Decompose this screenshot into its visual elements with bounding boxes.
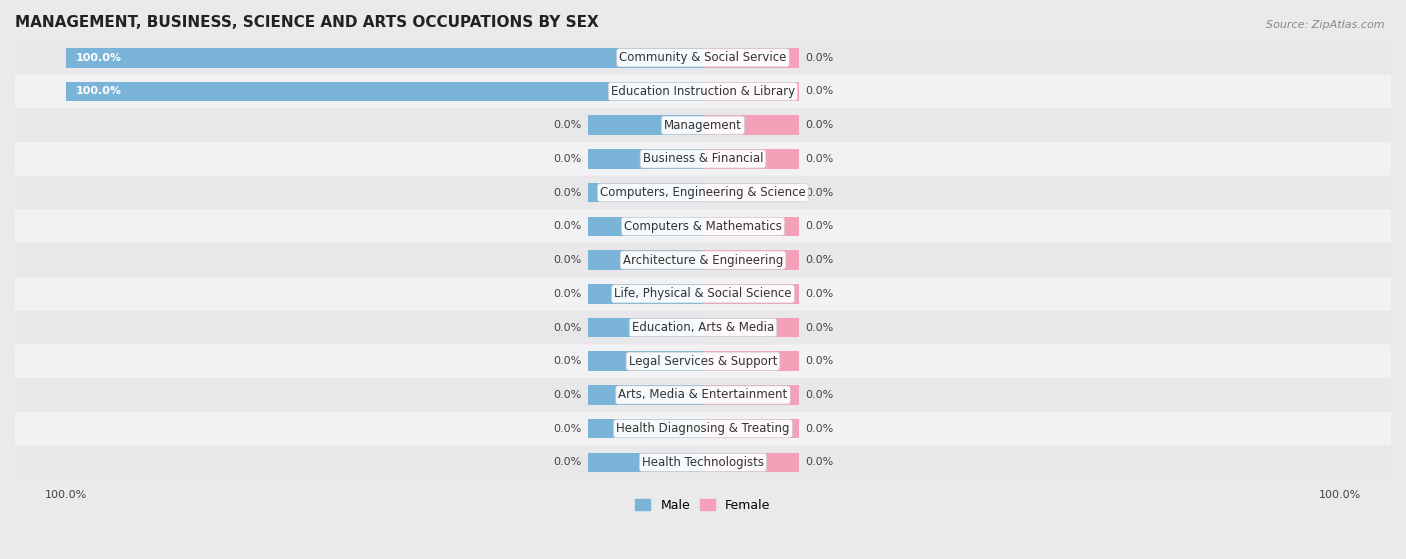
- FancyBboxPatch shape: [3, 344, 1403, 378]
- Text: Management: Management: [664, 119, 742, 132]
- Bar: [703, 318, 799, 337]
- Text: 0.0%: 0.0%: [554, 154, 582, 164]
- FancyBboxPatch shape: [3, 142, 1403, 176]
- Bar: [588, 183, 703, 202]
- FancyBboxPatch shape: [3, 74, 1403, 108]
- Text: Business & Financial: Business & Financial: [643, 153, 763, 165]
- FancyBboxPatch shape: [3, 108, 1403, 142]
- Text: 100.0%: 100.0%: [76, 87, 121, 97]
- FancyBboxPatch shape: [3, 446, 1403, 479]
- Bar: [588, 453, 703, 472]
- Text: 0.0%: 0.0%: [554, 255, 582, 265]
- Bar: [703, 48, 799, 68]
- Text: 0.0%: 0.0%: [554, 356, 582, 366]
- Text: MANAGEMENT, BUSINESS, SCIENCE AND ARTS OCCUPATIONS BY SEX: MANAGEMENT, BUSINESS, SCIENCE AND ARTS O…: [15, 15, 599, 30]
- Bar: [588, 318, 703, 337]
- Text: 0.0%: 0.0%: [554, 221, 582, 231]
- FancyBboxPatch shape: [3, 243, 1403, 277]
- Text: Life, Physical & Social Science: Life, Physical & Social Science: [614, 287, 792, 300]
- Text: 0.0%: 0.0%: [804, 289, 834, 299]
- Text: Arts, Media & Entertainment: Arts, Media & Entertainment: [619, 389, 787, 401]
- Text: 0.0%: 0.0%: [804, 323, 834, 333]
- Bar: [588, 419, 703, 438]
- Text: Health Technologists: Health Technologists: [643, 456, 763, 469]
- Text: Community & Social Service: Community & Social Service: [619, 51, 787, 64]
- Bar: [703, 352, 799, 371]
- Bar: [703, 453, 799, 472]
- Text: 0.0%: 0.0%: [804, 390, 834, 400]
- Bar: [703, 183, 799, 202]
- Text: 0.0%: 0.0%: [804, 188, 834, 198]
- Text: Computers & Mathematics: Computers & Mathematics: [624, 220, 782, 233]
- Text: 0.0%: 0.0%: [554, 323, 582, 333]
- Bar: [703, 82, 799, 101]
- FancyBboxPatch shape: [3, 41, 1403, 74]
- FancyBboxPatch shape: [3, 176, 1403, 210]
- Text: 0.0%: 0.0%: [804, 120, 834, 130]
- Bar: [703, 115, 799, 135]
- Bar: [588, 149, 703, 169]
- FancyBboxPatch shape: [3, 311, 1403, 344]
- FancyBboxPatch shape: [3, 277, 1403, 311]
- Text: Education, Arts & Media: Education, Arts & Media: [631, 321, 775, 334]
- Bar: [588, 284, 703, 304]
- Bar: [703, 149, 799, 169]
- Text: Computers, Engineering & Science: Computers, Engineering & Science: [600, 186, 806, 199]
- Bar: [588, 115, 703, 135]
- Legend: Male, Female: Male, Female: [630, 494, 776, 517]
- Text: 0.0%: 0.0%: [804, 154, 834, 164]
- Bar: [703, 419, 799, 438]
- Bar: [588, 352, 703, 371]
- Text: Architecture & Engineering: Architecture & Engineering: [623, 254, 783, 267]
- Text: Source: ZipAtlas.com: Source: ZipAtlas.com: [1267, 20, 1385, 30]
- Text: 0.0%: 0.0%: [804, 457, 834, 467]
- Bar: [703, 284, 799, 304]
- Text: 0.0%: 0.0%: [804, 53, 834, 63]
- Text: 0.0%: 0.0%: [554, 390, 582, 400]
- FancyBboxPatch shape: [3, 378, 1403, 412]
- Text: 0.0%: 0.0%: [554, 289, 582, 299]
- Bar: [588, 385, 703, 405]
- FancyBboxPatch shape: [3, 412, 1403, 446]
- Bar: [588, 250, 703, 270]
- Text: 0.0%: 0.0%: [804, 221, 834, 231]
- Text: Education Instruction & Library: Education Instruction & Library: [612, 85, 794, 98]
- Text: 0.0%: 0.0%: [554, 457, 582, 467]
- Text: Legal Services & Support: Legal Services & Support: [628, 355, 778, 368]
- Text: Health Diagnosing & Treating: Health Diagnosing & Treating: [616, 422, 790, 435]
- Bar: [703, 385, 799, 405]
- Bar: [588, 216, 703, 236]
- Text: 0.0%: 0.0%: [804, 424, 834, 434]
- Bar: [703, 216, 799, 236]
- Text: 100.0%: 100.0%: [76, 53, 121, 63]
- Bar: [703, 250, 799, 270]
- Bar: [66, 82, 703, 101]
- FancyBboxPatch shape: [3, 210, 1403, 243]
- Text: 0.0%: 0.0%: [554, 120, 582, 130]
- Text: 0.0%: 0.0%: [554, 424, 582, 434]
- Text: 0.0%: 0.0%: [804, 356, 834, 366]
- Text: 0.0%: 0.0%: [804, 87, 834, 97]
- Bar: [66, 48, 703, 68]
- Text: 0.0%: 0.0%: [554, 188, 582, 198]
- Text: 0.0%: 0.0%: [804, 255, 834, 265]
